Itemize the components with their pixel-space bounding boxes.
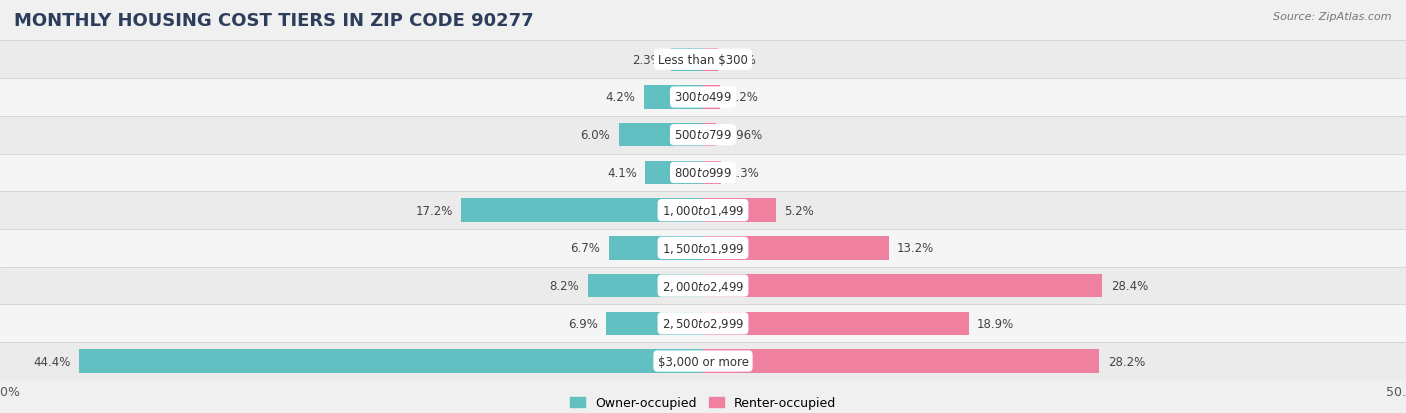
Bar <box>0 342 1406 380</box>
Text: 18.9%: 18.9% <box>977 317 1014 330</box>
Text: MONTHLY HOUSING COST TIERS IN ZIP CODE 90277: MONTHLY HOUSING COST TIERS IN ZIP CODE 9… <box>14 12 534 30</box>
Text: $300 to $499: $300 to $499 <box>673 91 733 104</box>
Text: $1,000 to $1,499: $1,000 to $1,499 <box>662 204 744 218</box>
Legend: Owner-occupied, Renter-occupied: Owner-occupied, Renter-occupied <box>565 392 841 413</box>
Text: $800 to $999: $800 to $999 <box>673 166 733 180</box>
Bar <box>0 116 1406 154</box>
Text: $1,500 to $1,999: $1,500 to $1,999 <box>662 241 744 255</box>
Text: 6.0%: 6.0% <box>581 129 610 142</box>
Text: 5.2%: 5.2% <box>785 204 814 217</box>
Bar <box>644 86 703 109</box>
Text: $2,500 to $2,999: $2,500 to $2,999 <box>662 316 744 330</box>
Bar <box>609 237 703 260</box>
Text: $3,000 or more: $3,000 or more <box>658 355 748 368</box>
Bar <box>0 192 1406 230</box>
Bar <box>703 312 969 335</box>
Bar <box>0 79 1406 116</box>
Bar <box>703 86 720 109</box>
Bar <box>703 237 889 260</box>
Text: 1.3%: 1.3% <box>730 166 759 180</box>
Bar <box>703 48 718 72</box>
Bar <box>703 349 1099 373</box>
Text: 4.1%: 4.1% <box>607 166 637 180</box>
Text: 4.2%: 4.2% <box>606 91 636 104</box>
Bar <box>0 41 1406 79</box>
Text: Less than $300: Less than $300 <box>658 54 748 66</box>
Text: 0.96%: 0.96% <box>725 129 762 142</box>
Text: 44.4%: 44.4% <box>32 355 70 368</box>
Bar <box>588 274 703 297</box>
Text: 28.4%: 28.4% <box>1111 280 1147 292</box>
Bar <box>461 199 703 222</box>
Text: $500 to $799: $500 to $799 <box>673 129 733 142</box>
Bar <box>619 124 703 147</box>
Bar <box>0 230 1406 267</box>
Text: 1.2%: 1.2% <box>728 91 758 104</box>
Bar <box>703 199 776 222</box>
Bar <box>79 349 703 373</box>
Text: 6.9%: 6.9% <box>568 317 598 330</box>
Text: 8.2%: 8.2% <box>550 280 579 292</box>
Bar <box>606 312 703 335</box>
Bar <box>703 274 1102 297</box>
Bar <box>703 161 721 185</box>
Text: Source: ZipAtlas.com: Source: ZipAtlas.com <box>1274 12 1392 22</box>
Bar <box>0 267 1406 305</box>
Bar <box>703 124 717 147</box>
Bar <box>671 48 703 72</box>
Text: 6.7%: 6.7% <box>571 242 600 255</box>
Text: 28.2%: 28.2% <box>1108 355 1144 368</box>
Text: 17.2%: 17.2% <box>415 204 453 217</box>
Text: 13.2%: 13.2% <box>897 242 934 255</box>
Text: 2.3%: 2.3% <box>633 54 662 66</box>
Bar <box>0 305 1406 342</box>
Bar <box>645 161 703 185</box>
Text: $2,000 to $2,499: $2,000 to $2,499 <box>662 279 744 293</box>
Text: 1.1%: 1.1% <box>727 54 756 66</box>
Bar <box>0 154 1406 192</box>
